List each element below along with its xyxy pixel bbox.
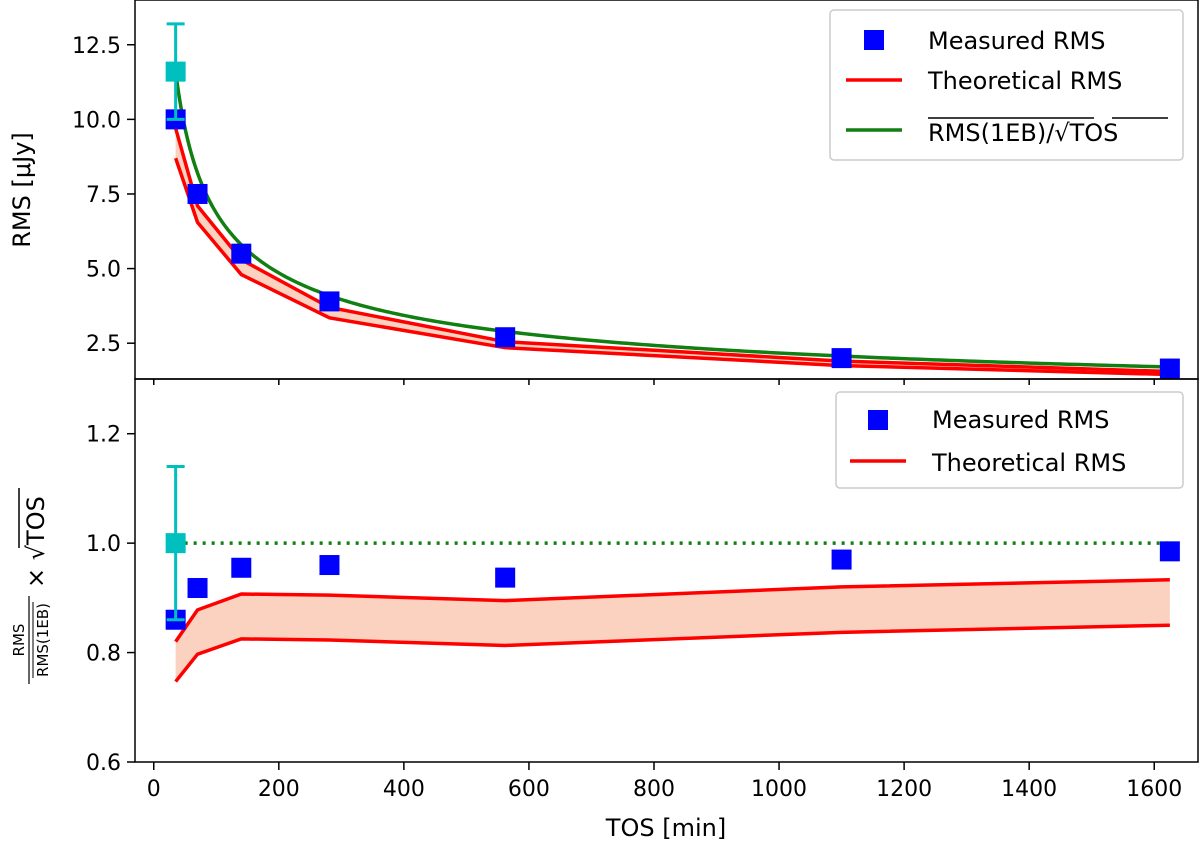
legend-measured-marker <box>864 30 884 50</box>
bottom-y-tick-label: 1.2 <box>86 423 121 448</box>
top-y-axis-label: RMS [μJy] <box>8 132 36 248</box>
top-y-tick-label: 2.5 <box>86 332 121 357</box>
bottom-theory-band <box>175 579 1170 682</box>
legend-theory-label: Theoretical RMS <box>931 449 1126 477</box>
bottom-measured-point <box>495 567 516 588</box>
legend-measured-marker <box>868 410 888 430</box>
x-tick-label: 1000 <box>751 777 807 802</box>
legend-theory-label: Theoretical RMS <box>927 67 1122 95</box>
y-label-numerator: RMS <box>10 624 28 657</box>
legend-measured-label: Measured RMS <box>932 406 1109 434</box>
x-tick-label: 1400 <box>1001 777 1057 802</box>
x-tick-label: 1200 <box>876 777 932 802</box>
top-y-tick-label: 10.0 <box>72 108 121 133</box>
bottom-y-ticks: 0.6 0.8 1.0 1.2 <box>86 423 135 776</box>
bottom-measured-point <box>1159 541 1180 562</box>
x-axis-label: TOS [min] <box>605 814 726 842</box>
top-theory-lower-line <box>173 157 1170 377</box>
top-plot-area <box>165 22 1180 379</box>
top-measured-point <box>1159 358 1180 379</box>
bottom-y-tick-label: 1.0 <box>86 532 121 557</box>
bottom-measured-point <box>831 549 852 570</box>
x-tick-label: 200 <box>258 777 300 802</box>
x-tick-label: 800 <box>633 777 675 802</box>
bottom-first-point <box>165 533 186 554</box>
bottom-legend: Measured RMS Theoretical RMS <box>835 391 1184 489</box>
top-y-tick-label: 5.0 <box>86 258 121 283</box>
bottom-y-tick-label: 0.8 <box>86 642 121 667</box>
legend-model-label: RMS(1EB)/√TOS <box>928 119 1118 147</box>
top-measured-point <box>831 348 852 369</box>
x-tick-label: 1600 <box>1126 777 1182 802</box>
top-theory-band <box>175 128 1170 375</box>
x-tick-label: 0 <box>147 777 161 802</box>
bottom-legend-frame <box>835 391 1184 489</box>
top-measured-point <box>231 243 252 264</box>
top-measured-point <box>495 327 516 348</box>
top-measured-point <box>319 291 340 312</box>
top-panel: 2.5 5.0 7.5 10.0 12.5 RMS [μJy] Measured RMS… <box>8 0 1199 380</box>
top-measured-point <box>187 183 208 204</box>
top-first-point <box>165 61 186 82</box>
top-legend: Measured RMS Theoretical RMS RMS(1EB)/√T… <box>829 9 1184 161</box>
bottom-panel: 0.6 0.8 1.0 1.2 0 200 400 600 800 1000 1200 1400 16… <box>10 378 1199 842</box>
bottom-measured-point <box>231 557 252 578</box>
top-y-tick-label: 7.5 <box>86 183 121 208</box>
legend-measured-label: Measured RMS <box>928 27 1105 55</box>
bottom-measured-point <box>187 578 208 599</box>
bottom-y-axis-label: RMS RMS(1EB) × √TOS <box>10 488 52 684</box>
bottom-theory-upper-line <box>174 578 1170 643</box>
top-y-tick-label: 12.5 <box>72 34 121 59</box>
x-tick-label: 400 <box>383 777 425 802</box>
bottom-plot-area <box>165 465 1180 683</box>
x-ticks: 0 200 400 600 800 1000 1200 1400 1600 <box>147 379 1182 802</box>
y-label-suffix: × √TOS <box>22 496 50 588</box>
y-label-denominator: RMS(1EB) <box>34 603 52 677</box>
top-legend-frame <box>829 9 1184 161</box>
x-tick-label: 600 <box>508 777 550 802</box>
top-y-ticks: 2.5 5.0 7.5 10.0 12.5 <box>72 34 135 357</box>
bottom-measured-point <box>319 555 340 576</box>
bottom-axes-frame <box>134 378 1199 763</box>
bottom-y-tick-label: 0.6 <box>86 751 121 776</box>
top-theory-upper-line <box>173 127 1170 374</box>
bottom-theory-lower-line <box>174 623 1170 683</box>
